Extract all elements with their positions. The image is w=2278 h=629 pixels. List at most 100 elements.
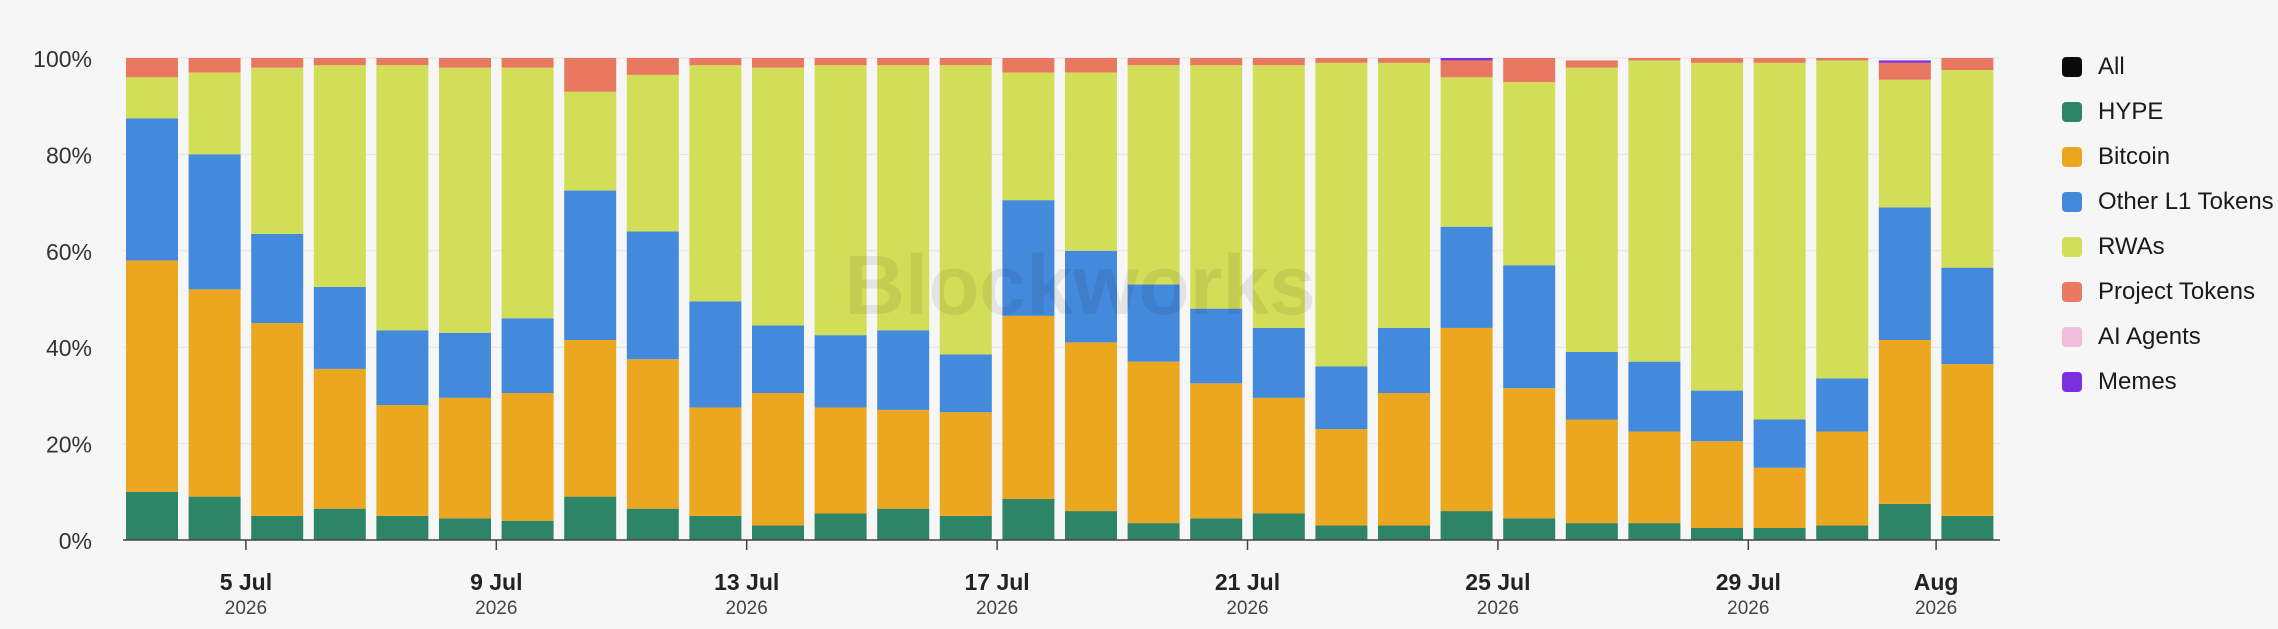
bar-stack[interactable] [1002,58,1055,540]
bar-segment-project-tokens[interactable] [939,58,992,66]
bar-segment-bitcoin[interactable] [689,407,742,516]
bar-segment-other-l1-tokens[interactable] [564,190,617,340]
bar-segment-bitcoin[interactable] [1753,467,1806,528]
bar-stack[interactable] [564,58,617,540]
bar-segment-project-tokens[interactable] [752,58,804,68]
bar-stack[interactable] [752,58,804,540]
bar-stack[interactable] [1941,58,1994,540]
bar-segment-bitcoin[interactable] [1190,383,1243,519]
bar-segment-other-l1-tokens[interactable] [626,231,679,360]
bar-segment-project-tokens[interactable] [376,58,429,66]
legend-item-all[interactable]: All [2062,44,2274,89]
bar-segment-other-l1-tokens[interactable] [1565,352,1618,420]
bar-segment-project-tokens[interactable] [1440,60,1493,78]
bar-segment-other-l1-tokens[interactable] [188,154,241,290]
bar-segment-other-l1-tokens[interactable] [1941,267,1994,365]
bar-stack[interactable] [376,58,429,540]
bar-segment-hype[interactable] [313,508,366,540]
bar-segment-bitcoin[interactable] [376,405,429,516]
bar-segment-project-tokens[interactable] [1691,58,1743,63]
bar-segment-project-tokens[interactable] [877,58,930,66]
bar-segment-project-tokens[interactable] [188,58,241,73]
bar-segment-bitcoin[interactable] [1878,339,1931,504]
bar-segment-project-tokens[interactable] [626,58,679,75]
bar-segment-bitcoin[interactable] [1002,315,1055,500]
bar-segment-hype[interactable] [1127,523,1180,540]
bar-segment-other-l1-tokens[interactable] [877,330,930,410]
bar-segment-project-tokens[interactable] [1065,58,1117,73]
bar-segment-other-l1-tokens[interactable] [1127,284,1180,362]
bar-segment-rwas[interactable] [1753,62,1806,420]
bar-segment-rwas[interactable] [126,77,178,119]
bar-segment-hype[interactable] [1190,518,1243,540]
bar-segment-other-l1-tokens[interactable] [689,301,742,408]
bar-segment-hype[interactable] [1753,527,1806,540]
bar-stack[interactable] [689,58,742,540]
bar-stack[interactable] [313,58,366,540]
bar-stack[interactable] [1503,58,1556,540]
bar-segment-other-l1-tokens[interactable] [376,330,429,406]
bar-segment-rwas[interactable] [939,65,992,355]
bar-segment-hype[interactable] [1252,513,1305,540]
bar-segment-other-l1-tokens[interactable] [439,332,491,398]
bar-segment-bitcoin[interactable] [313,368,366,509]
bar-segment-rwas[interactable] [752,67,804,326]
bar-segment-other-l1-tokens[interactable] [1065,250,1117,343]
bar-segment-other-l1-tokens[interactable] [1878,207,1931,340]
bar-segment-hype[interactable] [1816,525,1869,540]
bar-stack[interactable] [1378,58,1430,540]
bar-segment-bitcoin[interactable] [188,289,241,497]
bar-stack[interactable] [126,58,178,540]
bar-segment-bitcoin[interactable] [1315,429,1368,526]
bar-segment-project-tokens[interactable] [1628,58,1681,61]
bar-segment-project-tokens[interactable] [1190,58,1243,66]
bar-segment-project-tokens[interactable] [1002,58,1055,73]
legend-item-hype[interactable]: HYPE [2062,89,2274,134]
bar-segment-project-tokens[interactable] [564,58,617,92]
bar-segment-project-tokens[interactable] [439,58,491,68]
bar-segment-memes[interactable] [1440,58,1493,61]
bar-segment-hype[interactable] [564,496,617,540]
bar-segment-hype[interactable] [126,491,178,540]
bar-segment-bitcoin[interactable] [814,407,867,514]
bar-segment-project-tokens[interactable] [251,58,304,68]
bar-segment-other-l1-tokens[interactable] [1315,366,1368,430]
bar-segment-bitcoin[interactable] [1440,327,1493,512]
bar-segment-hype[interactable] [752,525,804,540]
bar-segment-other-l1-tokens[interactable] [1753,419,1806,468]
bar-segment-rwas[interactable] [1503,82,1556,266]
bar-segment-hype[interactable] [1628,523,1681,540]
bar-segment-rwas[interactable] [188,72,241,155]
bar-segment-bitcoin[interactable] [1816,431,1869,526]
bar-stack[interactable] [1628,58,1681,540]
bar-stack[interactable] [1315,58,1368,540]
bar-segment-bitcoin[interactable] [877,409,930,509]
bar-segment-bitcoin[interactable] [439,397,491,519]
bar-segment-bitcoin[interactable] [1378,392,1430,526]
bar-stack[interactable] [1691,58,1743,540]
bar-stack[interactable] [1065,58,1117,540]
bar-segment-other-l1-tokens[interactable] [313,286,366,369]
bar-segment-hype[interactable] [1941,515,1994,540]
bar-stack[interactable] [1816,58,1869,540]
bar-segment-project-tokens[interactable] [1252,58,1305,66]
bar-segment-rwas[interactable] [1378,62,1430,328]
bar-segment-rwas[interactable] [1252,65,1305,328]
bar-segment-other-l1-tokens[interactable] [752,325,804,393]
bar-segment-project-tokens[interactable] [1315,58,1368,63]
bar-segment-project-tokens[interactable] [689,58,742,66]
bar-segment-hype[interactable] [689,515,742,540]
legend-item-other-l1-tokens[interactable]: Other L1 Tokens [2062,179,2274,224]
bar-segment-hype[interactable] [1315,525,1368,540]
bar-segment-hype[interactable] [1691,527,1743,540]
bar-segment-project-tokens[interactable] [1753,58,1806,63]
bar-segment-bitcoin[interactable] [1127,361,1180,524]
bar-segment-other-l1-tokens[interactable] [1628,361,1681,432]
bar-segment-project-tokens[interactable] [501,58,554,68]
bar-segment-bitcoin[interactable] [251,323,304,516]
bar-stack[interactable] [1753,58,1806,540]
bar-segment-hype[interactable] [1440,511,1493,540]
bar-segment-bitcoin[interactable] [1565,419,1618,524]
bar-segment-hype[interactable] [1378,525,1430,540]
bar-stack[interactable] [1252,58,1305,540]
